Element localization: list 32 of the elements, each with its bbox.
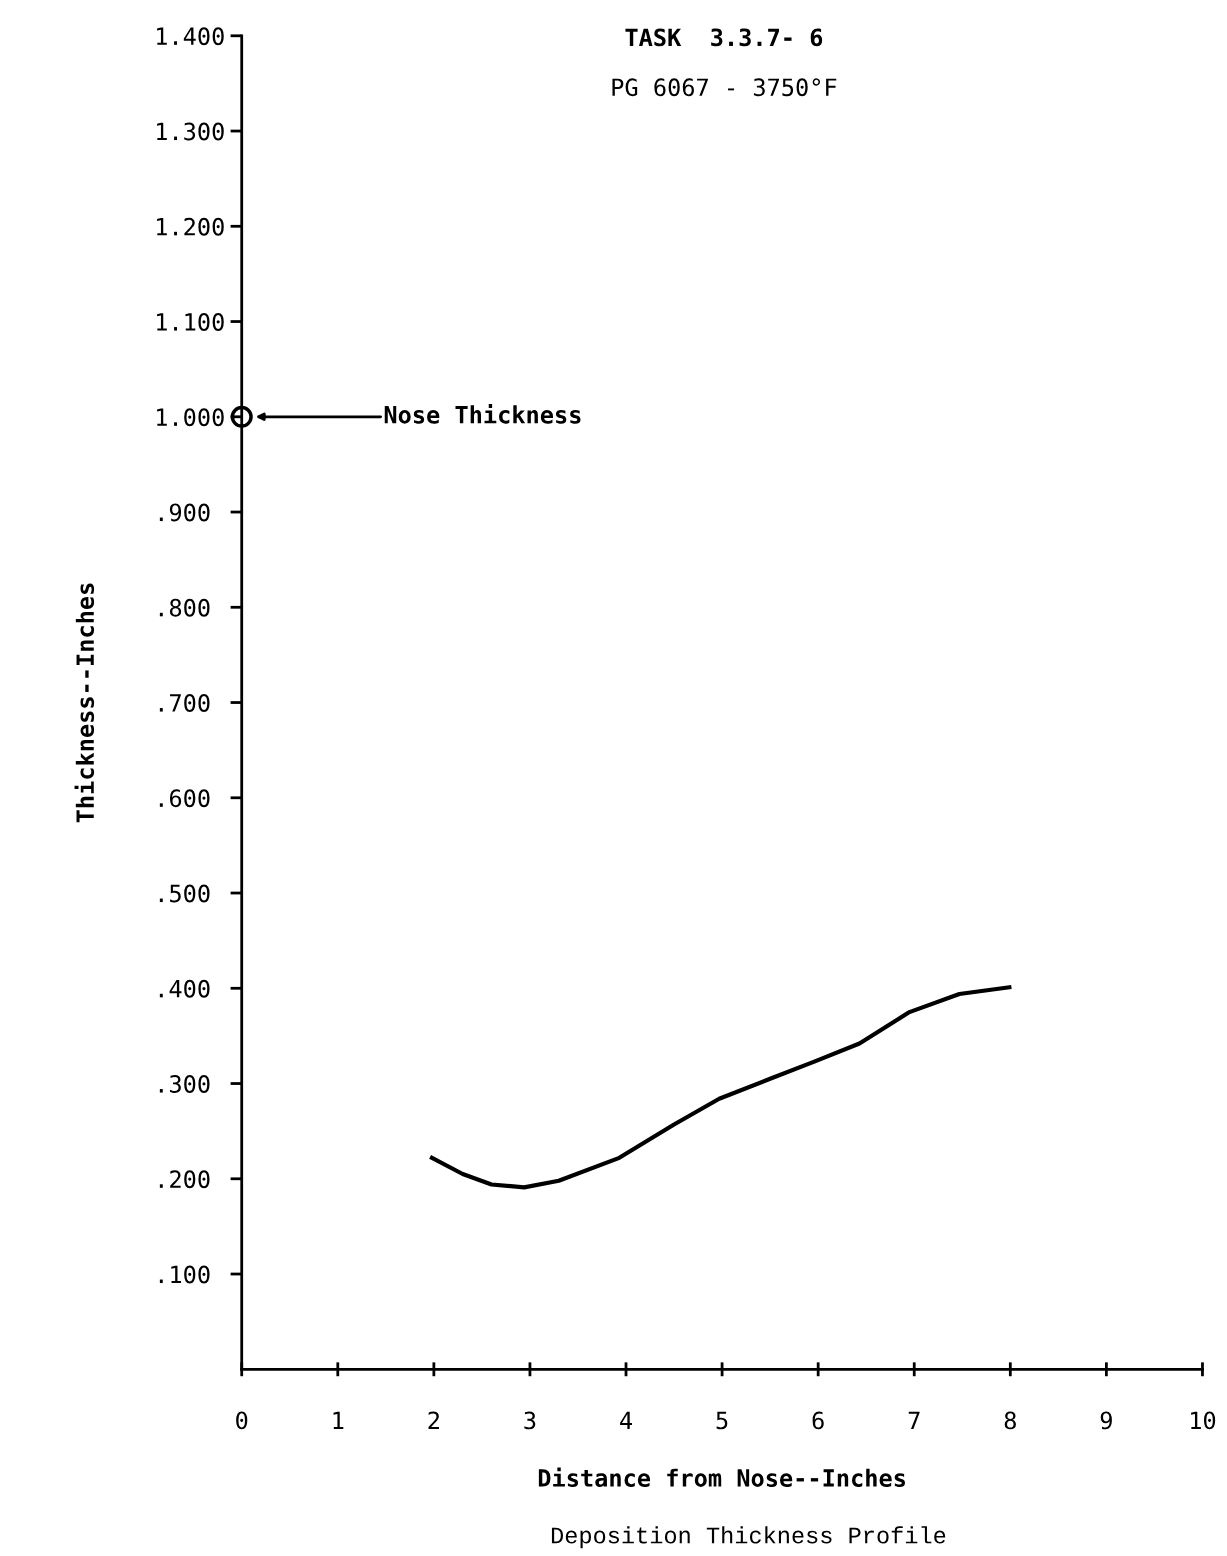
y-tick-label: .300: [159, 1075, 210, 1093]
y-tick-label: .700: [159, 694, 210, 712]
x-axis-title: Distance from Nose--Inches: [538, 1467, 905, 1487]
y-tick-label: .100: [159, 1265, 210, 1284]
y-tick-label: .600: [159, 789, 210, 808]
text: Deposition Thickness Profile: [551, 1526, 946, 1549]
y-tick-label: .200: [159, 1170, 210, 1189]
x-tick-label: 6: [812, 1411, 824, 1430]
y-tick-label: 1.100: [157, 313, 224, 331]
x-tick-label: 8: [1004, 1411, 1016, 1430]
y-tick-label: .400: [159, 979, 210, 998]
y-tick-label: .900: [159, 503, 210, 522]
x-tick-label: 0: [236, 1411, 248, 1430]
text: PG 6067 - 3750°F: [612, 78, 837, 97]
line-series: [429, 985, 1012, 1190]
x-tick-label: 3: [524, 1411, 536, 1430]
chart-title: TASK 3.3.7- 6: [625, 28, 823, 47]
y-tick-label: 1.200: [157, 217, 224, 236]
y-tick-label: 1.000: [157, 408, 224, 427]
y-axis-title: Thickness--Inches: [74, 583, 95, 823]
x-tick-label: 4: [620, 1411, 632, 1430]
y-tick-label: 1.300: [157, 122, 224, 141]
x-tick-label: 10: [1191, 1411, 1216, 1430]
y-tick-label: .500: [159, 884, 210, 903]
x-tick-label: 2: [428, 1411, 439, 1430]
x-tick-label: 5: [716, 1411, 728, 1430]
x-tick-label: 1: [333, 1411, 344, 1430]
annotation: Nose Thickness: [384, 404, 581, 424]
x-tick-label: 9: [1100, 1411, 1112, 1430]
y-tick-label: 1.400: [157, 27, 224, 46]
y-tick-label: .800: [159, 598, 210, 617]
x-tick-label: 7: [908, 1411, 920, 1430]
